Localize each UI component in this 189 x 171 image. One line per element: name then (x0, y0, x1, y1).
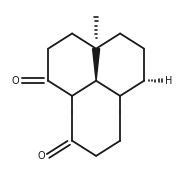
Text: O: O (12, 76, 20, 86)
Text: O: O (38, 151, 45, 161)
Polygon shape (93, 49, 100, 81)
Text: H: H (165, 76, 172, 86)
